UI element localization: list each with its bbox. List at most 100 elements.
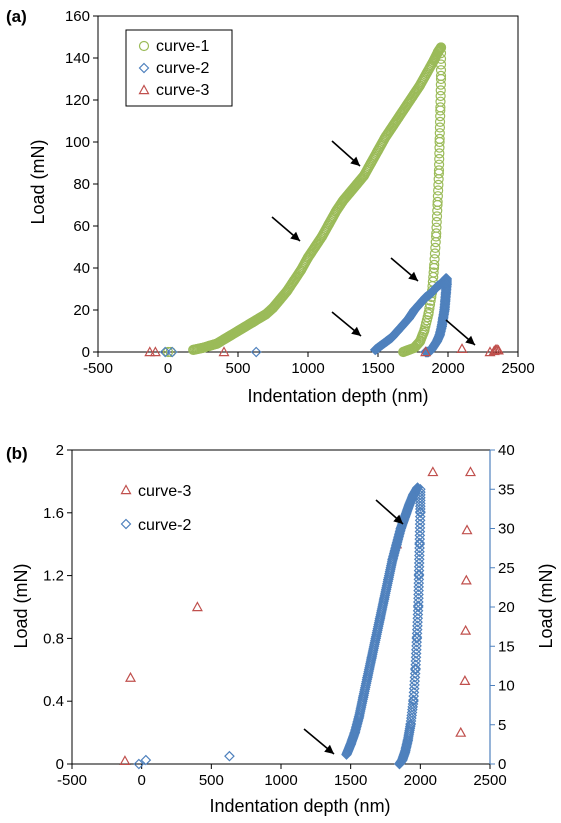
a-curve-2-point xyxy=(166,346,178,358)
b-y-tick-label: 0 xyxy=(56,756,64,773)
a-curve-2-point xyxy=(250,346,262,358)
b-curve-2-point xyxy=(414,546,425,558)
a-y-tick-label: 20 xyxy=(73,302,90,319)
a-curve-1-point xyxy=(398,346,409,358)
a-curve-1-point xyxy=(435,111,446,122)
b-curve-2-point xyxy=(409,675,421,687)
b-curve-3-point xyxy=(461,524,473,535)
b-curve-2-point xyxy=(411,636,423,648)
a-curve-1-point xyxy=(435,59,447,70)
b-curve-2-point xyxy=(414,511,426,522)
b-curve-2-point xyxy=(409,671,421,683)
b-annotation-arrows xyxy=(303,499,404,755)
b-legend-marker-curve-3 xyxy=(120,484,132,495)
a-curve-1-point xyxy=(435,73,447,85)
b-curve-2-point xyxy=(140,754,152,766)
a-legend-label-curve-3: curve-3 xyxy=(156,82,209,99)
b-x-axis: -500 0 500 1000 1500 2000 2500 xyxy=(57,764,507,789)
b-legend-label-curve-3: curve-3 xyxy=(138,483,191,500)
b-x-tick-label: 2500 xyxy=(473,772,506,789)
a-curve-3-point xyxy=(218,346,230,357)
b-curve-2-point xyxy=(394,758,405,770)
a-curve-1-point xyxy=(435,85,446,96)
a-x-tick-label: 0 xyxy=(164,360,172,377)
a-arrow-3-head xyxy=(408,271,418,281)
b-curve-2-point xyxy=(413,570,425,581)
a-x-tick-label: 500 xyxy=(225,360,250,377)
b-curve-2-point xyxy=(408,683,420,694)
b-curve-2-point xyxy=(414,526,426,537)
a-curve-1-point xyxy=(435,79,446,90)
b-y2-tick-label: 40 xyxy=(498,442,515,459)
b-curve-2-point xyxy=(413,557,425,569)
b-curve-2-point xyxy=(413,577,425,589)
b-curve-2-point xyxy=(410,651,422,663)
b-y2-tick-label: 20 xyxy=(498,599,515,616)
b-curve-2-point xyxy=(224,750,235,762)
a-curve-2-point xyxy=(437,314,449,326)
a-y-axis-label: Load (mN) xyxy=(28,139,48,224)
b-x-tick-label: 0 xyxy=(137,772,145,789)
a-curve-2-point xyxy=(159,346,171,358)
b-curve-3-point xyxy=(459,675,471,685)
b-curve-2-point xyxy=(414,550,425,561)
b-y-tick-label: 1.6 xyxy=(43,505,64,522)
b-curve-2-point xyxy=(410,644,422,656)
b-curve-2-point xyxy=(412,612,424,624)
b-x-tick-label: 1500 xyxy=(334,772,367,789)
b-x-tick-label: 2000 xyxy=(404,772,437,789)
b-curve-2-point xyxy=(413,553,425,565)
b-curve-2-point xyxy=(412,609,424,620)
a-arrow-5-head xyxy=(465,335,475,345)
a-y-tick-label: 60 xyxy=(73,218,90,235)
b-y2-axis-label: Load (mN) xyxy=(536,563,556,648)
a-annotation-arrows xyxy=(271,140,476,346)
b-y2-tick-label: 10 xyxy=(498,678,515,695)
b-curve-3-point xyxy=(460,574,472,585)
b-arrow-1-head xyxy=(393,514,403,524)
a-curve-1-point xyxy=(433,179,444,190)
panel-b: (b) -500 0 500 1000 1500 2000 2500 00.40.81.21… xyxy=(6,442,556,816)
b-curve-2-point xyxy=(414,500,426,512)
a-curve-1-point xyxy=(435,42,447,53)
a-curve-1-point xyxy=(435,90,446,102)
a-y-tick-label: 40 xyxy=(73,260,90,277)
a-curve-1-point xyxy=(162,346,174,358)
b-curve-3-point xyxy=(125,671,137,682)
b-curve-3-point xyxy=(427,466,439,477)
a-y-tick-label: 140 xyxy=(65,50,90,67)
a-curve-1-point xyxy=(432,205,443,216)
b-y-axis-label: Load (mN) xyxy=(11,563,31,648)
a-curve-1-point xyxy=(431,231,442,242)
b-y2-tick-label: 35 xyxy=(498,481,515,498)
a-curve-1-point xyxy=(434,153,445,165)
a-y-tick-label: 0 xyxy=(82,344,90,361)
b-curve-2-point xyxy=(409,668,421,679)
a-curve-1-point xyxy=(434,142,445,153)
b-curve-2-point xyxy=(409,679,420,691)
b-curve-2-point xyxy=(414,538,425,550)
a-curve-3-point xyxy=(456,343,468,354)
b-x-tick-label: 1000 xyxy=(264,772,297,789)
a-y-axis: 0 20 40 60 80 100 120 140 160 xyxy=(65,8,98,361)
a-x-axis-label: Indentation depth (nm) xyxy=(247,386,428,406)
a-legend-marker-curve-1 xyxy=(138,40,150,52)
a-curve-1-point xyxy=(430,237,441,248)
a-x-axis: -500 0 500 1000 1500 2000 2500 xyxy=(83,352,535,377)
a-curve-3-point xyxy=(144,346,156,357)
a-curve-1-point xyxy=(435,53,447,64)
b-curve-3-point xyxy=(119,755,131,766)
a-y-tick-label: 120 xyxy=(65,92,90,109)
a-curve-1-point xyxy=(432,199,443,211)
a-y-tick-label: 160 xyxy=(65,8,90,25)
b-curve-2-point xyxy=(411,640,422,652)
b-x-axis-label: Indentation depth (nm) xyxy=(209,796,390,816)
b-curve-2-point xyxy=(413,574,425,585)
b-curve-2-point xyxy=(412,616,423,628)
b-curve-2-point xyxy=(413,581,425,593)
b-legend: curve-3 curve-2 xyxy=(120,483,191,534)
a-curve-1-point xyxy=(431,211,443,222)
b-y-tick-label: 0.4 xyxy=(43,693,64,710)
b-curve-2-point xyxy=(414,514,426,526)
